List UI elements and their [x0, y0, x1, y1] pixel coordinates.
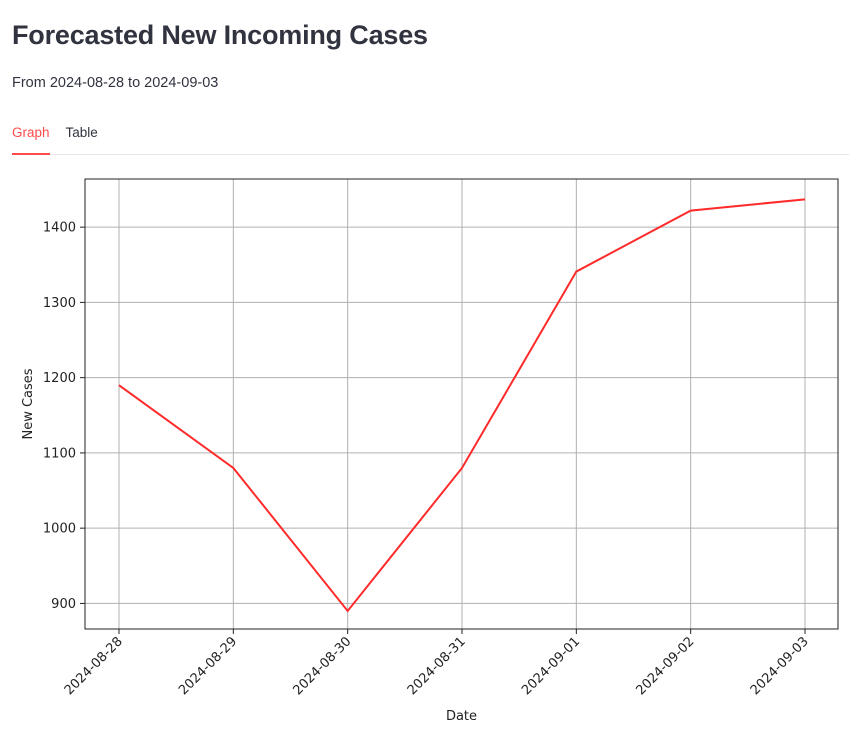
y-axis-ticks: 900 1000 1100 1200 1300 1400: [43, 221, 85, 612]
x-tick-label: 2024-08-31: [405, 634, 469, 698]
y-tick-label: 1200: [43, 371, 76, 386]
tab-bar: Graph Table: [12, 122, 849, 155]
x-tick-label: 2024-09-02: [633, 634, 697, 698]
x-axis-ticks: 2024-08-28 2024-08-29 2024-08-30 2024-08-31…: [62, 629, 812, 698]
tab-table[interactable]: Table: [65, 125, 98, 140]
x-axis-label: Date: [446, 709, 477, 724]
x-tick-label: 2024-08-29: [176, 634, 240, 698]
y-tick-label: 1000: [43, 522, 76, 537]
grid-lines: [85, 179, 838, 629]
x-tick-label: 2024-08-30: [290, 634, 354, 698]
series-layer: [118, 198, 806, 613]
y-tick-label: 900: [51, 597, 76, 612]
tab-graph[interactable]: Graph: [12, 122, 50, 155]
x-tick-label: 2024-09-03: [748, 634, 812, 698]
page-title: Forecasted New Incoming Cases: [12, 20, 428, 50]
y-tick-label: 1300: [43, 296, 76, 311]
y-axis-label: New Cases: [21, 368, 36, 439]
y-tick-label: 1100: [43, 446, 76, 461]
x-tick-label: 2024-09-01: [519, 634, 583, 698]
y-tick-label: 1400: [43, 221, 76, 236]
date-range-subtitle: From 2024-08-28 to 2024-09-03: [12, 75, 219, 91]
x-tick-label: 2024-08-28: [62, 634, 126, 698]
